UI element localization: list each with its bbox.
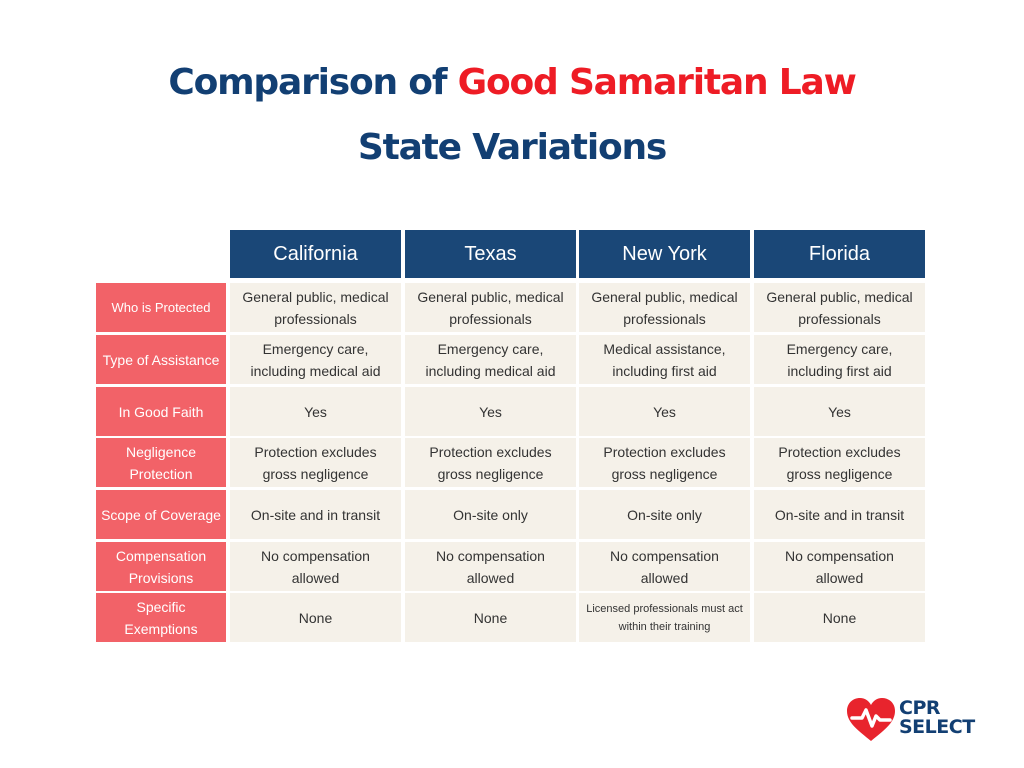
table-cell: Yes xyxy=(754,387,925,436)
table-cell: None xyxy=(230,593,401,642)
page-title-line-1: Comparison of Good Samaritan Law xyxy=(0,62,1024,103)
heart-pulse-icon xyxy=(847,698,895,741)
table-cell: On-site and in transit xyxy=(230,490,401,539)
column-header-florida: Florida xyxy=(754,230,925,278)
table-cell: Protection excludes gross negligence xyxy=(230,438,401,487)
table-cell: General public, medical professionals xyxy=(754,283,925,332)
column-header-california: California xyxy=(230,230,401,278)
table-cell: Licensed professionals must act within t… xyxy=(579,593,750,642)
table-cell: No compensation allowed xyxy=(754,542,925,591)
title-accent: Good Samaritan Law xyxy=(457,62,857,103)
table-cell: Protection excludes gross negligence xyxy=(405,438,576,487)
row-header-compensation-provisions: Compensation Provisions xyxy=(96,542,226,591)
title-part-1: Comparison of xyxy=(168,62,458,103)
table-cell: Emergency care, including medical aid xyxy=(230,335,401,384)
row-header-specific-exemptions: Specific Exemptions xyxy=(96,593,226,642)
logo-wordmark: CPR SELECT xyxy=(899,699,975,737)
column-header-new-york: New York xyxy=(579,230,750,278)
table-cell: No compensation allowed xyxy=(230,542,401,591)
logo-line-1: CPR xyxy=(899,697,940,719)
table-cell: General public, medical professionals xyxy=(405,283,576,332)
table-cell: Medical assistance, including first aid xyxy=(579,335,750,384)
table-cell: On-site and in transit xyxy=(754,490,925,539)
table-cell: Emergency care, including first aid xyxy=(754,335,925,384)
table-cell: Protection excludes gross negligence xyxy=(754,438,925,487)
cpr-select-logo xyxy=(847,698,895,741)
logo-line-2: SELECT xyxy=(899,716,975,738)
row-header-who-is-protected: Who is Protected xyxy=(96,283,226,332)
table-cell: Yes xyxy=(405,387,576,436)
row-header-in-good-faith: In Good Faith xyxy=(96,387,226,436)
column-header-texas: Texas xyxy=(405,230,576,278)
row-header-scope-of-coverage: Scope of Coverage xyxy=(96,490,226,539)
table-cell: On-site only xyxy=(579,490,750,539)
table-cell: General public, medical professionals xyxy=(230,283,401,332)
table-cell: Yes xyxy=(579,387,750,436)
table-cell: None xyxy=(405,593,576,642)
table-cell: None xyxy=(754,593,925,642)
table-cell: No compensation allowed xyxy=(579,542,750,591)
table-cell: On-site only xyxy=(405,490,576,539)
page-title-line-2: State Variations xyxy=(357,127,668,168)
table-cell: General public, medical professionals xyxy=(579,283,750,332)
table-cell: Emergency care, including medical aid xyxy=(405,335,576,384)
row-header-type-of-assistance: Type of Assistance xyxy=(96,335,226,384)
table-cell: Protection excludes gross negligence xyxy=(579,438,750,487)
row-header-negligence-protection: Negligence Protection xyxy=(96,438,226,487)
table-cell: No compensation allowed xyxy=(405,542,576,591)
table-cell: Yes xyxy=(230,387,401,436)
